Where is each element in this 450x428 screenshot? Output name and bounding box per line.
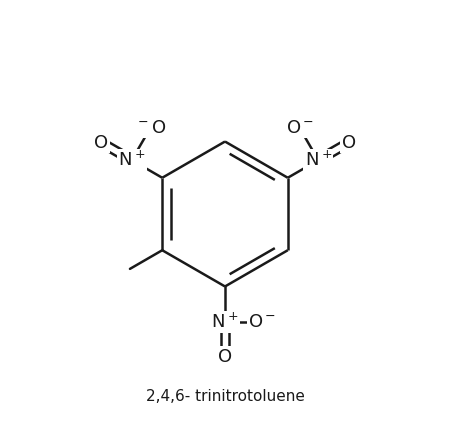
Text: O: O: [342, 134, 356, 152]
Text: 2,4,6- trinitrotoluene: 2,4,6- trinitrotoluene: [145, 389, 305, 404]
Text: O$^-$: O$^-$: [248, 313, 276, 331]
Text: O: O: [94, 134, 108, 152]
Text: $^-$O: $^-$O: [135, 119, 166, 137]
Text: N$^+$: N$^+$: [305, 151, 332, 170]
Text: N$^+$: N$^+$: [118, 151, 145, 170]
Text: N$^+$: N$^+$: [212, 312, 239, 331]
Text: O$^-$: O$^-$: [286, 119, 314, 137]
Text: O: O: [218, 348, 232, 366]
